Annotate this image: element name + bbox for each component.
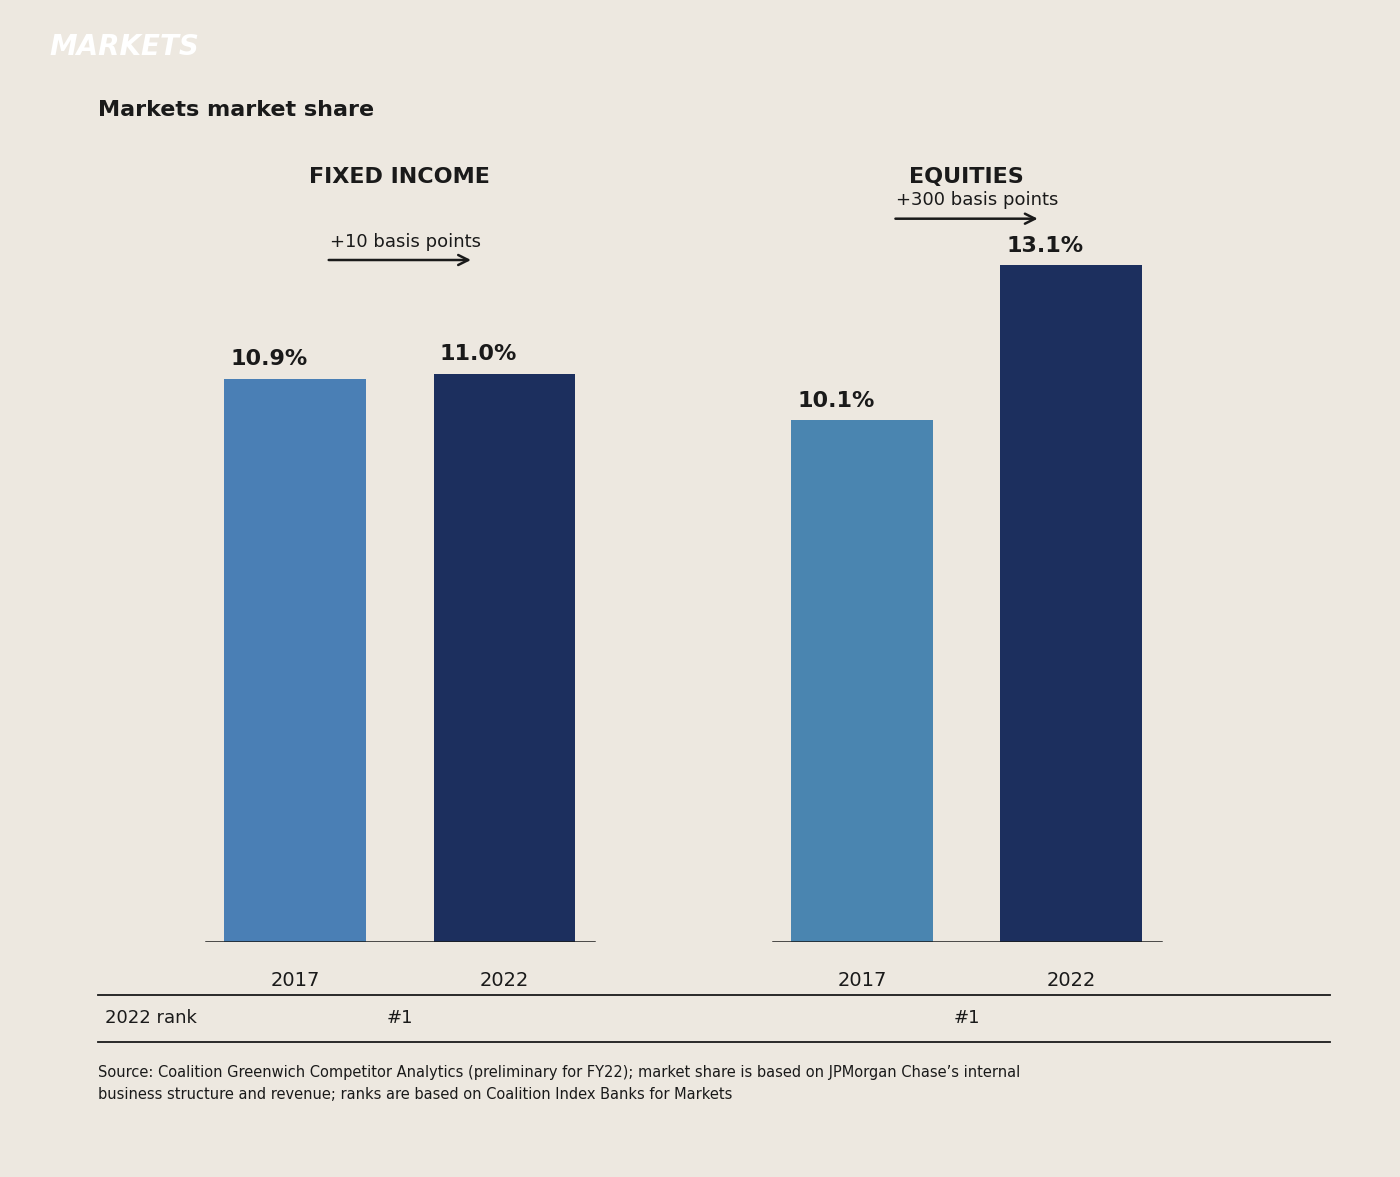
Text: MARKETS: MARKETS: [49, 33, 199, 60]
Text: FIXED INCOME: FIXED INCOME: [309, 167, 490, 187]
Text: 13.1%: 13.1%: [1007, 235, 1084, 255]
Text: Source: Coalition Greenwich Competitor Analytics (preliminary for FY22); market : Source: Coalition Greenwich Competitor A…: [98, 1065, 1021, 1103]
Text: 2017: 2017: [837, 971, 886, 990]
Text: 10.1%: 10.1%: [797, 391, 875, 411]
Text: 11.0%: 11.0%: [440, 345, 517, 365]
Bar: [791, 420, 932, 942]
Bar: [224, 379, 365, 942]
Text: Markets market share: Markets market share: [98, 100, 374, 120]
Text: 2022: 2022: [480, 971, 529, 990]
Text: #1: #1: [386, 1009, 413, 1028]
Text: EQUITIES: EQUITIES: [909, 167, 1023, 187]
Text: 2022 rank: 2022 rank: [105, 1009, 197, 1028]
Text: #1: #1: [953, 1009, 980, 1028]
Text: 10.9%: 10.9%: [231, 350, 308, 370]
Text: +10 basis points: +10 basis points: [329, 233, 480, 251]
Text: 2017: 2017: [270, 971, 319, 990]
Bar: [1001, 265, 1142, 942]
Text: +300 basis points: +300 basis points: [896, 192, 1058, 210]
Bar: [434, 373, 575, 942]
Text: 2022: 2022: [1047, 971, 1096, 990]
